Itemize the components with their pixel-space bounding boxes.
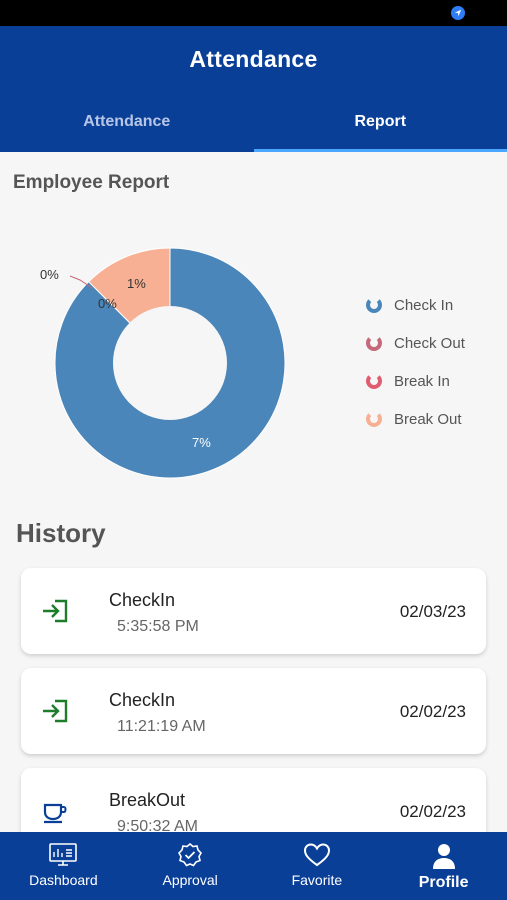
history-type: CheckIn [109, 690, 176, 710]
approval-icon [178, 842, 203, 867]
nav-label: Dashboard [29, 872, 98, 888]
nav-label: Approval [162, 872, 218, 888]
history-time: 11:21:19 AM [117, 718, 206, 735]
location-icon [451, 6, 465, 20]
nav-label: Favorite [291, 872, 343, 888]
nav-favorite[interactable]: Favorite [254, 832, 381, 900]
legend-label: Break In [394, 372, 450, 390]
dashboard-icon [49, 843, 78, 866]
donut-chart: 0% 0% 1% 7% [40, 247, 286, 479]
donut-slice-check-in [54, 247, 286, 479]
page-title: Attendance [189, 46, 318, 72]
legend-label: Break Out [394, 410, 462, 428]
nav-approval[interactable]: Approval [127, 832, 254, 900]
nav-profile[interactable]: Profile [380, 832, 507, 900]
legend-marker-icon [366, 373, 382, 389]
label-check-in: 7% [192, 435, 211, 450]
nav-dashboard[interactable]: Dashboard [0, 832, 127, 900]
legend-marker-icon [366, 411, 382, 427]
history-date: 02/03/23 [399, 602, 466, 621]
legend-marker-icon [366, 297, 382, 313]
history-type: BreakOut [109, 790, 186, 810]
history-type: CheckIn [109, 590, 176, 610]
heart-icon [303, 843, 330, 867]
legend-label: Check Out [394, 334, 465, 352]
chart-legend: Check In Check Out Break In Break Out [366, 286, 465, 438]
label-check-out: 0% [40, 267, 59, 282]
leader-line [69, 275, 93, 289]
tab-attendance[interactable]: Attendance [83, 113, 171, 130]
history-time: 5:35:58 PM [117, 618, 199, 635]
legend-item-check-in[interactable]: Check In [366, 286, 465, 324]
legend-item-break-in[interactable]: Break In [366, 362, 465, 400]
nav-label: Profile [418, 874, 469, 891]
report-title: Employee Report [13, 172, 170, 193]
legend-item-check-out[interactable]: Check Out [366, 324, 465, 362]
history-time: 9:50:32 AM [117, 818, 198, 835]
history-title: History [16, 518, 106, 548]
history-card[interactable]: CheckIn 11:21:19 AM 02/02/23 [21, 668, 486, 754]
status-bar [0, 0, 507, 26]
app-bar: Attendance Attendance Report [0, 26, 507, 152]
tab-bar: Attendance Report [0, 110, 507, 152]
history-card[interactable]: CheckIn 5:35:58 PM 02/03/23 [21, 568, 486, 654]
bottom-nav: Dashboard Approval Favorite Profile [0, 832, 507, 900]
login-icon [43, 699, 68, 723]
coffee-cup-icon [43, 803, 67, 824]
label-break-out: 1% [127, 276, 146, 291]
legend-item-break-out[interactable]: Break Out [366, 400, 465, 438]
legend-label: Check In [394, 296, 454, 314]
tab-report[interactable]: Report [253, 110, 507, 152]
history-date: 02/02/23 [399, 702, 466, 721]
label-break-in: 0% [98, 296, 117, 311]
donut-hole [113, 306, 227, 420]
login-icon [43, 599, 68, 623]
history-date: 02/02/23 [399, 802, 466, 821]
legend-marker-icon [366, 335, 382, 351]
profile-icon [432, 844, 455, 869]
